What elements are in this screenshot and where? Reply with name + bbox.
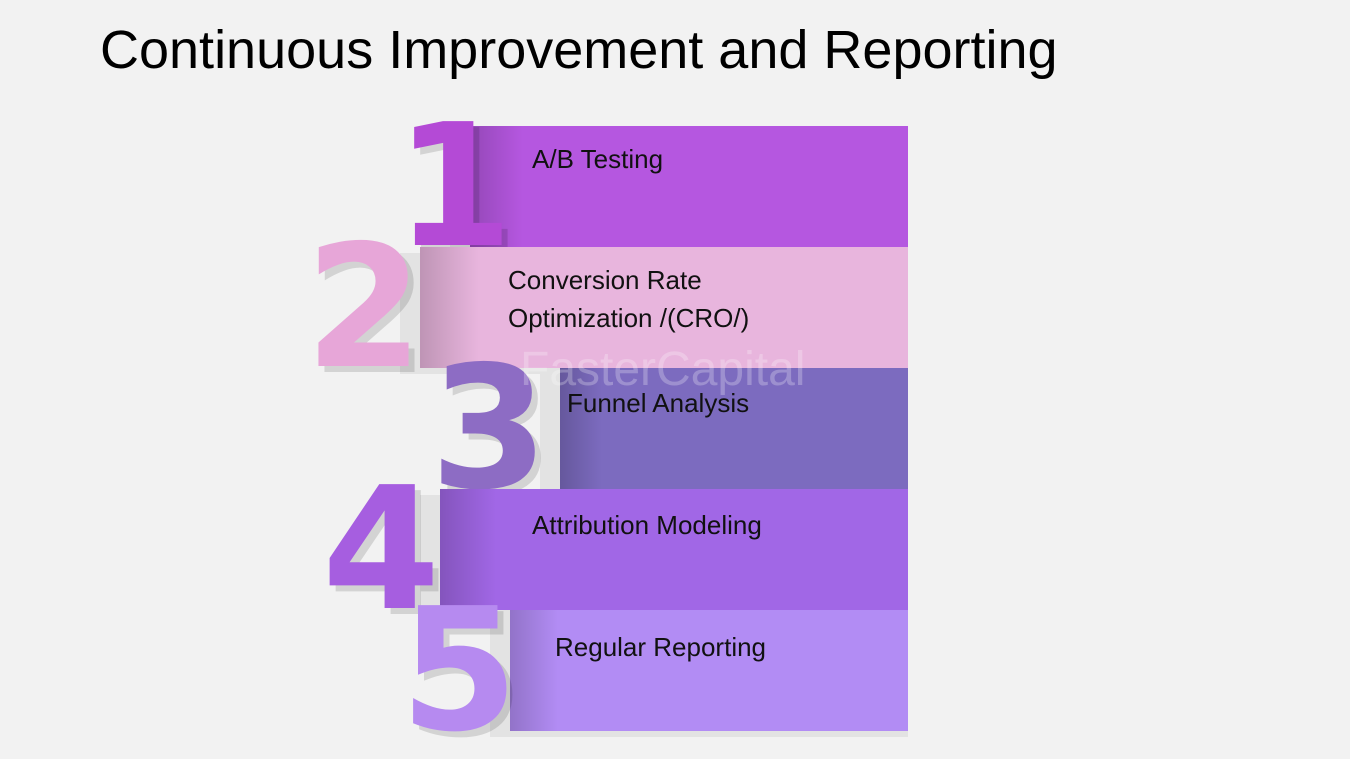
step-band-shade [510,610,908,731]
step-number: 5 [400,572,518,759]
step-label: Optimization /(CRO/) [508,303,749,333]
step-label: Conversion Rate [508,265,702,295]
step-label: Attribution Modeling [532,510,762,540]
step: 44 Attribution Modeling [322,451,908,655]
step-label: Funnel Analysis [567,388,749,418]
step-label: Regular Reporting [555,632,766,662]
step-label: A/B Testing [532,144,663,174]
step: 33 Funnel Analysis [430,330,908,534]
step-number-shadow: 5 [406,578,524,759]
step-number: 4 [322,451,440,649]
step-number: 2 [305,209,423,407]
slide-title: Continuous Improvement and Reporting [100,20,1058,80]
step-band-shade [440,489,908,610]
step-number-shadow: 2 [311,215,429,413]
step: 22 Conversion Rate Optimization /(CRO/) [305,209,908,413]
step-band-shade [420,247,908,368]
step: 55 Regular Reporting [400,572,908,759]
step-band-shade [560,368,908,489]
watermark: FasterCapital [520,343,805,396]
step-band-shade [470,126,908,247]
step-number-shadow: 4 [328,457,446,655]
